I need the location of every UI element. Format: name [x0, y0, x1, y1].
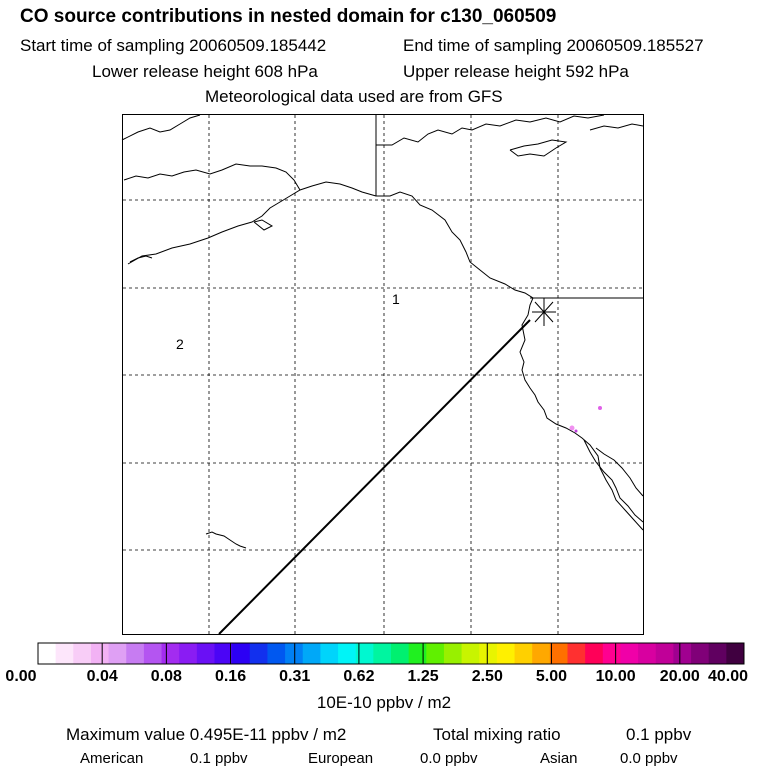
colorbar-cell: [55, 643, 74, 664]
colorbar-border: [37, 642, 745, 665]
region-label-2: 2: [176, 336, 184, 352]
colorbar-cell: [673, 643, 692, 664]
asian-value: 0.0 ppbv: [620, 750, 678, 767]
colorbar-cell: [161, 643, 180, 664]
colorbar-tick-label: 0.04: [86, 668, 118, 685]
total-mixing-value: 0.1 ppbv: [626, 725, 692, 744]
colorbar-cell: [249, 643, 268, 664]
colorbar-cell: [285, 643, 304, 664]
european-label: European: [308, 750, 374, 767]
coastline-baja: [583, 439, 644, 523]
colorbar-tick-label: 0.08: [150, 668, 182, 685]
plot-title: CO source contributions in nested domain…: [20, 6, 557, 27]
coastline-canada-arctic: [376, 114, 605, 146]
lower-height-label: Lower release height 608 hPa: [92, 62, 318, 81]
colorbar-cell: [232, 643, 251, 664]
colorbar-cell: [602, 643, 621, 664]
region-label-1: 1: [392, 291, 400, 307]
colorbar-cell: [108, 643, 127, 664]
colorbar-cell: [267, 643, 286, 664]
colorbar-cell: [479, 643, 498, 664]
upper-height-label: Upper release height 592 hPa: [403, 62, 629, 81]
colorbar-tick-label: 10.00: [595, 668, 636, 685]
colorbar-cell: [585, 643, 604, 664]
trajectory-line: [218, 319, 531, 635]
american-label: American: [80, 750, 144, 767]
colorbar-cell: [90, 643, 110, 664]
map-frame: [122, 114, 644, 635]
colorbar-cell: [514, 643, 533, 664]
colorbar-tick-label: 40.00: [707, 668, 749, 685]
colorbar-cell: [373, 643, 392, 664]
colorbar-cell: [549, 643, 568, 664]
colorbar-units: 10E-10 ppbv / m2: [316, 693, 452, 712]
colorbar-cell: [408, 643, 427, 664]
colorbar-tick-label: 20.00: [659, 668, 700, 685]
colorbar-cell: [126, 643, 145, 664]
colorbar-cell: [214, 643, 233, 664]
coastlines: [121, 114, 644, 549]
max-value-label: Maximum value 0.495E-11 ppbv / m2: [66, 725, 347, 744]
colorbar-cell: [708, 643, 727, 664]
colorbar-tick-label: 1.25: [407, 668, 439, 685]
coastline-alaska-interior: [123, 163, 301, 191]
coastline-alaska: [127, 181, 377, 265]
colorbar-cell: [73, 643, 92, 664]
colorbar-cell: [443, 643, 463, 664]
asian-label: Asian: [540, 750, 578, 767]
colorbar-cell: [726, 643, 745, 664]
colorbar-cell: [391, 643, 410, 664]
colorbar-cell: [338, 643, 357, 664]
colorbar-cell: [461, 643, 480, 664]
coastline-north-america: [375, 115, 644, 531]
colorbar-cell: [426, 643, 445, 664]
coastline-islands: [253, 219, 274, 231]
colorbar-cell: [532, 643, 551, 664]
colorbar-cell: [302, 643, 321, 664]
start-time-label: Start time of sampling 20060509.185442: [20, 36, 327, 55]
colorbar-cell: [196, 643, 215, 664]
colorbar-tick-label: 2.50: [471, 668, 503, 685]
american-value: 0.1 ppbv: [190, 750, 248, 767]
coastline-alaska-west: [121, 114, 201, 141]
total-mixing-label: Total mixing ratio: [433, 725, 561, 744]
colorbar-cell: [620, 643, 639, 664]
coastline-gulf: [595, 447, 644, 497]
colorbar-cell: [38, 643, 57, 664]
colorbar-tick-label: 0.31: [279, 668, 311, 685]
colorbar-cell: [691, 643, 710, 664]
european-value: 0.0 ppbv: [420, 750, 478, 767]
colorbar-cell: [179, 643, 198, 664]
map-gridlines: [123, 115, 643, 634]
met-data-label: Meteorological data used are from GFS: [205, 87, 503, 106]
colorbar-cell: [638, 643, 657, 664]
colorbar-tick-label: 0.62: [343, 668, 375, 685]
colorbar: [37, 642, 745, 665]
colorbar-tick-label: 5.00: [535, 668, 568, 685]
colorbar-cell: [143, 643, 163, 664]
colorbar-cell: [655, 643, 674, 664]
contribution-spots: [569, 406, 602, 433]
colorbar-tick-label: 0.00: [5, 668, 37, 685]
release-marker-icon: [532, 298, 556, 326]
coastline-aleutians: [129, 255, 153, 263]
coastline-canada-arctic-2: [509, 139, 568, 157]
coastline-canada-arctic-3: [589, 123, 644, 131]
coastline-hawaii: [205, 531, 247, 549]
colorbar-cell: [320, 643, 339, 664]
colorbar-tick-label: 0.16: [214, 668, 247, 685]
end-time-label: End time of sampling 20060509.185527: [403, 36, 704, 55]
colorbar-cell: [567, 643, 586, 664]
colorbar-cell: [496, 643, 516, 664]
colorbar-cell: [355, 643, 374, 664]
